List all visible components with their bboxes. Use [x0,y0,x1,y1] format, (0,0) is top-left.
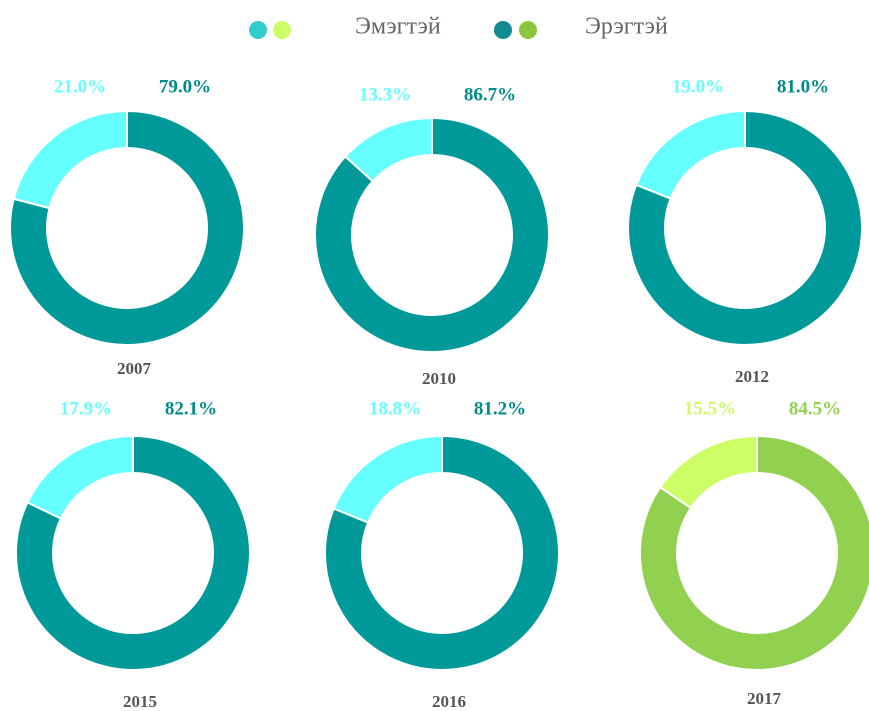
legend-dot [273,21,291,39]
donut-slice [15,434,251,671]
donut-slice [324,434,560,671]
value-label: 21.0% [54,76,106,97]
donut-slice [639,434,869,671]
chart-title: 2012 [735,367,769,386]
donut-slice [332,434,443,524]
legend-dot [494,21,512,39]
legend-dot [519,21,537,39]
donut-slice [26,434,134,520]
donut-slice [12,109,128,210]
chart-title: 2015 [123,692,157,711]
value-label: 19.0% [672,76,724,97]
legend-dot [249,21,267,39]
value-label: 84.5% [789,398,841,419]
legend-label: Эмэгтэй [355,14,441,40]
value-label: 17.9% [60,398,112,419]
donut-slice [634,109,746,200]
chart-title: 2010 [422,369,456,388]
donut-slice [627,109,863,346]
value-label: 86.7% [464,84,516,105]
value-label: 79.0% [159,76,211,97]
chart-title: 2016 [432,692,466,711]
chart-title: 2007 [117,359,152,378]
chart-title: 2017 [747,689,782,708]
value-label: 18.8% [369,398,421,419]
value-label: 15.5% [684,398,736,419]
value-label: 81.0% [777,76,829,97]
legend-label: Эрэгтэй [585,14,668,40]
value-label: 82.1% [165,398,217,419]
donut-slice [9,109,245,346]
donut-slice [314,116,550,353]
value-label: 13.3% [359,84,411,105]
value-label: 81.2% [474,398,526,419]
